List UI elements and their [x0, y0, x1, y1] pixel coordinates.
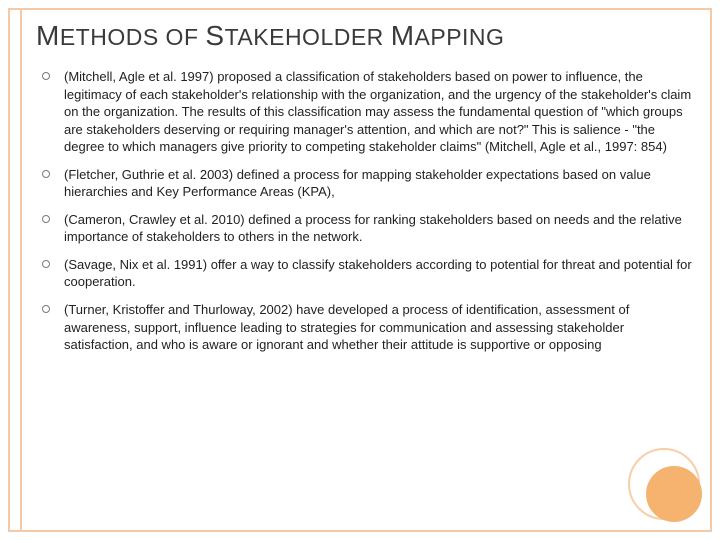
circle-bullet-icon [42, 72, 50, 80]
list-item: (Turner, Kristoffer and Thurloway, 2002)… [42, 301, 692, 354]
list-item: (Cameron, Crawley et al. 2010) defined a… [42, 211, 692, 246]
bullet-text: (Cameron, Crawley et al. 2010) defined a… [64, 211, 692, 246]
bullet-text: (Fletcher, Guthrie et al. 2003) defined … [64, 166, 692, 201]
title-cap: M [36, 20, 60, 51]
bullet-list: (Mitchell, Agle et al. 1997) proposed a … [42, 68, 692, 354]
circle-bullet-icon [42, 305, 50, 313]
title-seg: ETHODS OF [60, 24, 206, 50]
title-cap: S [205, 20, 224, 51]
title-seg: TAKEHOLDER [225, 24, 391, 50]
circle-bullet-icon [42, 215, 50, 223]
list-item: (Fletcher, Guthrie et al. 2003) defined … [42, 166, 692, 201]
circle-bullet-icon [42, 170, 50, 178]
bullet-text: (Mitchell, Agle et al. 1997) proposed a … [64, 68, 692, 156]
title-cap: M [391, 20, 415, 51]
list-item: (Mitchell, Agle et al. 1997) proposed a … [42, 68, 692, 156]
slide-content: METHODS OF STAKEHOLDER MAPPING (Mitchell… [36, 20, 692, 522]
bullet-text: (Turner, Kristoffer and Thurloway, 2002)… [64, 301, 692, 354]
slide-title: METHODS OF STAKEHOLDER MAPPING [36, 20, 692, 52]
list-item: (Savage, Nix et al. 1991) offer a way to… [42, 256, 692, 291]
decoration-circle-fill [646, 466, 702, 522]
corner-decoration [628, 448, 700, 520]
title-seg: APPING [415, 24, 505, 50]
bullet-text: (Savage, Nix et al. 1991) offer a way to… [64, 256, 692, 291]
circle-bullet-icon [42, 260, 50, 268]
accent-vertical-line [20, 10, 22, 530]
